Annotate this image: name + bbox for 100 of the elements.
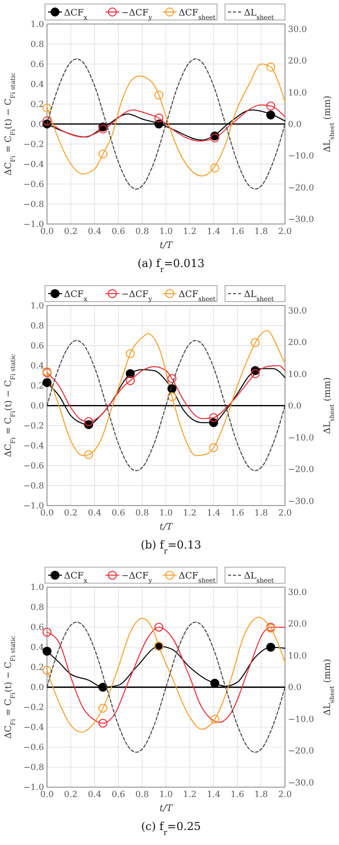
legend-label: ΔL$_{sheet}$ (244, 290, 274, 303)
y2-tick-label: 10.0 (288, 88, 307, 98)
legend-label: ΔCF$_{x}$ (64, 290, 88, 303)
x-tick-label: 1.8 (254, 227, 268, 237)
y-tick-label: 0.0 (30, 683, 44, 694)
y2-tick-label: 10.0 (288, 651, 307, 662)
y-tick-label: 0.2 (30, 382, 44, 392)
x-tick-label: 0.0 (40, 227, 54, 237)
y-tick-label: −0.4 (23, 160, 44, 170)
x-tick-label: 1.4 (206, 227, 220, 237)
x-tick-label: 1.4 (206, 508, 220, 519)
legend-label: −ΔCF$_{y}$ (121, 290, 153, 303)
y-tick-label: −0.8 (23, 763, 44, 774)
x-tick-label: 1.2 (183, 790, 197, 800)
legend-label: ΔL$_{sheet}$ (244, 572, 274, 584)
y-tick-label: 0.2 (30, 100, 44, 110)
x-tick-label: 0.4 (88, 790, 102, 800)
x-tick-label: 1.6 (230, 790, 244, 800)
x-tick-label: 0.4 (88, 227, 102, 237)
y2-tick-label: 30.0 (288, 306, 307, 316)
legend-label: ΔCF$_{sheet}$ (178, 290, 216, 303)
x-tick-label: 1.0 (159, 508, 173, 519)
y2-tick-label: −30.0 (288, 496, 314, 507)
y2-tick-label: 20.0 (288, 620, 307, 630)
x-axis-title: t/T (160, 241, 174, 251)
y-tick-label: 0.2 (30, 663, 44, 674)
y-tick-label: 0.8 (30, 322, 44, 332)
y2-tick-label: −10.0 (288, 714, 314, 725)
y2-tick-label: −10.0 (288, 152, 314, 162)
y-tick-label: −0.4 (23, 723, 44, 734)
y-tick-label: 0.4 (30, 80, 44, 90)
y-tick-label: 1.0 (30, 583, 44, 594)
y-tick-label: 0.6 (30, 623, 44, 634)
x-tick-label: 1.2 (183, 227, 197, 237)
y-tick-label: 1.0 (30, 20, 44, 30)
y-tick-label: 0.6 (30, 60, 44, 70)
x-tick-label: 0.6 (112, 790, 126, 800)
x-tick-label: 0.0 (40, 508, 54, 519)
x-axis-title: t/T (160, 522, 174, 533)
text: (c) f$_{r}$=0.25 (141, 820, 201, 837)
y-tick-label: −0.6 (23, 180, 44, 190)
x-axis-title: t/T (160, 804, 174, 814)
y-tick-label: 0.4 (30, 362, 44, 372)
legend-label: −ΔCF$_{y}$ (121, 8, 153, 21)
x-tick-label: 0.6 (112, 227, 126, 237)
y-tick-label: −0.8 (23, 482, 44, 492)
y2-tick-label: −30.0 (288, 778, 314, 788)
y2-tick-label: 0.0 (288, 402, 302, 412)
y2-tick-label: 0.0 (288, 683, 302, 694)
x-tick-label: 0.2 (64, 508, 78, 519)
x-tick-label: 0.6 (112, 508, 126, 519)
y2-tick-label: 20.0 (288, 56, 307, 67)
text: (a) f$_{r}$=0.013 (137, 257, 205, 274)
y2-tick-label: 30.0 (288, 588, 307, 598)
y2-tick-label: −20.0 (288, 746, 314, 757)
x-tick-label: 0.0 (40, 790, 54, 800)
text: (b) f$_{r}$=0.13 (140, 538, 202, 556)
legend-label: ΔCF$_{x}$ (64, 8, 88, 21)
x-tick-label: 0.4 (88, 508, 102, 519)
x-tick-label: 1.2 (183, 508, 197, 519)
y-tick-label: 0.0 (30, 402, 44, 412)
legend-label: ΔL$_{sheet}$ (244, 8, 274, 21)
x-tick-label: 0.8 (135, 508, 149, 519)
x-tick-label: 2.0 (278, 508, 292, 519)
legend-label: ΔCF$_{x}$ (64, 572, 88, 584)
y2-tick-label: −20.0 (288, 183, 314, 194)
y-tick-label: 0.4 (30, 643, 44, 654)
x-tick-label: 0.8 (135, 227, 149, 237)
y-tick-label: −0.6 (23, 462, 44, 472)
y2-tick-label: −30.0 (288, 215, 314, 226)
x-tick-label: 1.8 (254, 790, 268, 800)
y-tick-label: −0.2 (23, 703, 44, 714)
y-tick-label: 1.0 (30, 302, 44, 312)
legend-label: −ΔCF$_{y}$ (121, 572, 153, 584)
y-tick-label: 0.8 (30, 40, 44, 50)
x-tick-label: 1.6 (230, 227, 244, 237)
y-tick-label: −0.2 (23, 422, 44, 432)
legend-label: ΔCF$_{sheet}$ (178, 572, 216, 584)
y2-tick-label: 0.0 (288, 120, 302, 130)
x-tick-label: 0.2 (64, 227, 78, 237)
y-tick-label: 0.6 (30, 342, 44, 352)
y2-tick-label: 30.0 (288, 24, 307, 35)
y2-tick-label: −10.0 (288, 433, 314, 444)
y-tick-label: −0.6 (23, 743, 44, 754)
legend-label: ΔCF$_{sheet}$ (178, 8, 216, 21)
x-tick-label: 2.0 (278, 790, 292, 800)
x-tick-label: 1.6 (230, 508, 244, 519)
x-tick-label: 1.0 (159, 227, 173, 237)
y2-tick-label: −20.0 (288, 465, 314, 476)
x-tick-label: 0.2 (64, 790, 78, 800)
y-tick-label: −0.8 (23, 200, 44, 210)
x-tick-label: 1.8 (254, 508, 268, 519)
x-tick-label: 0.8 (135, 790, 149, 800)
y2-tick-label: 10.0 (288, 370, 307, 380)
y-tick-label: −0.4 (23, 442, 44, 452)
x-tick-label: 1.4 (206, 790, 220, 800)
x-tick-label: 2.0 (278, 227, 292, 237)
y-tick-label: −0.2 (23, 140, 44, 150)
y-tick-label: 0.8 (30, 603, 44, 614)
x-tick-label: 1.0 (159, 790, 173, 800)
